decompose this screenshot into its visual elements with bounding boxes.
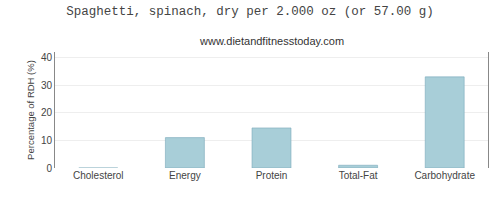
svg-text:20: 20: [41, 107, 53, 118]
svg-text:Carbohydrate: Carbohydrate: [414, 170, 475, 181]
svg-text:10: 10: [41, 135, 53, 146]
svg-text:40: 40: [41, 52, 53, 63]
svg-text:Percentage of RDH (%): Percentage of RDH (%): [25, 60, 36, 160]
svg-text:Total-Fat: Total-Fat: [339, 170, 378, 181]
svg-text:Protein: Protein: [256, 170, 288, 181]
svg-text:0: 0: [46, 163, 52, 174]
svg-text:Cholesterol: Cholesterol: [73, 170, 124, 181]
svg-text:Energy: Energy: [169, 170, 201, 181]
svg-text:30: 30: [41, 80, 53, 91]
svg-text:www.dietandfitnesstoday.com: www.dietandfitnesstoday.com: [199, 35, 344, 47]
svg-text:Spaghetti, spinach, dry per 2.: Spaghetti, spinach, dry per 2.000 oz (or…: [66, 5, 434, 19]
